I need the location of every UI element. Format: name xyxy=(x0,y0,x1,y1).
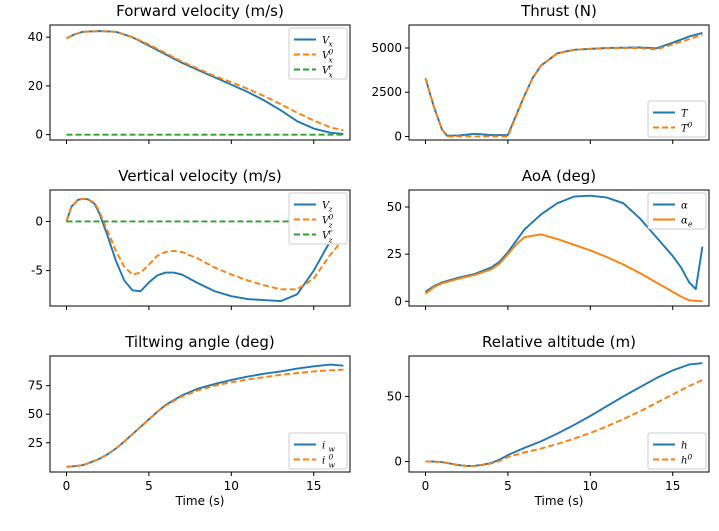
chart-title: Tiltwing angle (deg) xyxy=(124,333,275,351)
y-tick-label: 2500 xyxy=(371,85,402,99)
chart-title: Relative altitude (m) xyxy=(482,333,636,351)
chart-title: AoA (deg) xyxy=(522,167,596,185)
panel-tiltwing-angle-deg: Tiltwing angle (deg) 0 5 10 15 25 50 75 Time (s)… xyxy=(28,333,351,508)
chart-title: Forward velocity (m/s) xyxy=(116,2,284,20)
panel-aoa-deg: AoA (deg) 0 25 50 α αe xyxy=(387,167,710,310)
legend-label: Vz xyxy=(322,201,333,214)
legend-box xyxy=(647,432,707,470)
y-tick-label: 25 xyxy=(28,436,43,450)
plot-frame xyxy=(408,24,710,141)
legend-label: αe xyxy=(681,216,693,229)
legend-label: Vr z xyxy=(322,228,333,245)
y-tick-label: 0 xyxy=(35,128,43,142)
legend-label: V0 z xyxy=(322,213,334,230)
panel-thrust-n: Thrust (N) 0 2500 5000 TT0 xyxy=(371,2,710,144)
legend-label: Vr x xyxy=(322,63,334,80)
x-tick-label: 0 xyxy=(422,479,430,493)
plot-frame xyxy=(49,189,351,307)
y-tick-label: 50 xyxy=(28,407,43,421)
legend-label: V0 x xyxy=(322,48,334,65)
series-line-t-0 xyxy=(424,33,703,138)
y-tick-label: 0 xyxy=(35,214,43,228)
x-tick-label: 0 xyxy=(63,479,71,493)
chart-title: Vertical velocity (m/s) xyxy=(118,167,282,185)
legend: i wi 0 w xyxy=(288,432,348,470)
series-line-i-w-0 xyxy=(66,368,344,468)
legend-box xyxy=(288,432,348,470)
y-tick-label: 20 xyxy=(28,79,43,93)
y-tick-label: 5000 xyxy=(371,41,402,55)
legend-label: T xyxy=(681,109,689,120)
y-tick-label: -5 xyxy=(31,264,43,278)
legend-box xyxy=(288,27,348,80)
series-line-h-0 xyxy=(425,379,703,467)
legend-label: h0 xyxy=(681,453,693,467)
y-tick-label: 50 xyxy=(387,200,402,214)
legend-label: α xyxy=(681,201,688,212)
legend-box xyxy=(647,100,707,138)
y-tick-label: 0 xyxy=(394,455,402,469)
x-tick-label: 5 xyxy=(145,479,153,493)
x-tick-label: 5 xyxy=(504,479,512,493)
chart-title: Thrust (N) xyxy=(520,2,597,20)
plot-frame xyxy=(408,189,710,307)
y-tick-label: 0 xyxy=(394,129,402,143)
x-tick-label: 15 xyxy=(665,479,680,493)
y-tick-label: 25 xyxy=(387,247,402,261)
panel-relative-altitude-m: Relative altitude (m) 0 5 10 15 0 50 Time (s) hh… xyxy=(387,333,710,508)
legend-box xyxy=(647,192,707,230)
series-line-e xyxy=(424,233,703,303)
x-tick-label: 10 xyxy=(583,479,598,493)
legend-label: Vx xyxy=(322,36,334,49)
series-line-v-x xyxy=(66,30,344,135)
y-tick-label: 40 xyxy=(28,30,43,44)
legend-box xyxy=(288,192,348,245)
legend: α αe xyxy=(647,192,707,230)
y-tick-label: 0 xyxy=(394,294,402,308)
plot-frame xyxy=(49,24,351,141)
x-tick-label: 10 xyxy=(224,479,239,493)
x-axis-label: Time (s) xyxy=(175,494,225,508)
x-tick-label: 15 xyxy=(306,479,321,493)
legend: TT0 xyxy=(647,100,707,138)
plot-frame xyxy=(408,355,710,473)
x-axis-label: Time (s) xyxy=(534,494,584,508)
legend-label: h xyxy=(681,441,687,452)
y-tick-label: 75 xyxy=(28,379,43,393)
series-line-v-z-0 xyxy=(65,197,345,291)
legend: hh0 xyxy=(647,432,707,470)
y-tick-label: 50 xyxy=(387,389,402,403)
legend-label: T0 xyxy=(681,121,693,135)
